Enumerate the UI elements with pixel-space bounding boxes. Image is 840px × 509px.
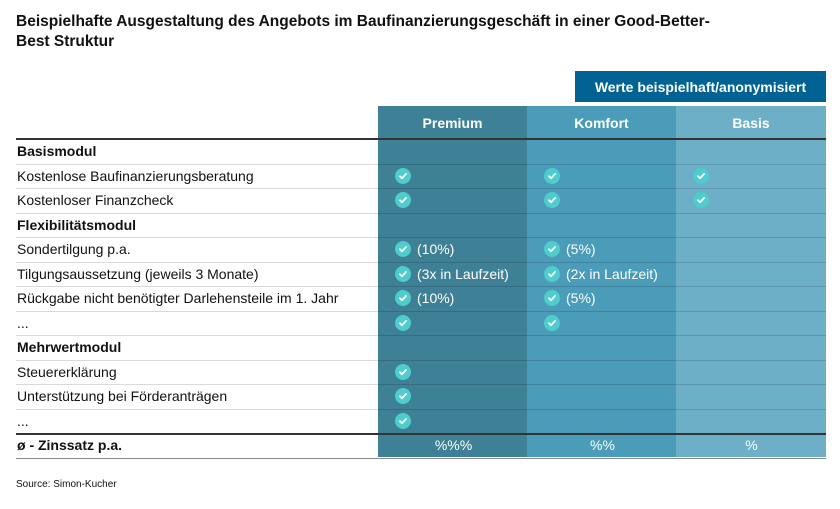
row-label: ... xyxy=(17,314,29,331)
check-icon xyxy=(693,192,709,209)
cell-komfort xyxy=(528,314,677,331)
table-row: Kostenloser Finanzcheck xyxy=(16,188,826,213)
cell-komfort: (5%) xyxy=(528,290,677,307)
cell-text: (3x in Laufzeit) xyxy=(417,265,509,282)
cell-premium xyxy=(379,314,528,331)
cell-basis: % xyxy=(677,437,826,453)
row-divider xyxy=(16,237,826,238)
cell-premium xyxy=(379,167,528,184)
row-divider xyxy=(16,359,826,361)
check-icon xyxy=(395,363,411,380)
section-row: Basismodul xyxy=(16,139,826,164)
check-icon xyxy=(693,167,709,184)
row-label: ... xyxy=(17,412,29,429)
row-divider xyxy=(16,286,826,287)
check-icon xyxy=(544,241,560,258)
row-label: Steuererklärung xyxy=(17,363,117,380)
table-row: Steuererklärung xyxy=(16,360,826,385)
section-label: ø - Zinssatz p.a. xyxy=(17,437,123,454)
check-icon xyxy=(395,388,411,405)
check-icon xyxy=(395,192,411,209)
cell-premium xyxy=(379,412,528,429)
cell-basis xyxy=(677,167,826,184)
row-divider xyxy=(16,433,826,435)
row-divider xyxy=(16,408,826,410)
section-label: Mehrwertmodul xyxy=(17,339,122,356)
check-icon xyxy=(544,265,560,282)
cell-premium xyxy=(379,192,528,209)
section-row: ø - Zinssatz p.a.%%%%%% xyxy=(16,433,826,458)
row-label: Sondertilgung p.a. xyxy=(17,241,131,258)
cell-text: (2x in Laufzeit) xyxy=(566,265,658,282)
table-row: ... xyxy=(16,409,826,434)
cell-komfort: (2x in Laufzeit) xyxy=(528,265,677,282)
cell-premium xyxy=(379,388,528,405)
row-label: Kostenloser Finanzcheck xyxy=(17,192,174,209)
column-header-basis: Basis xyxy=(732,114,770,131)
check-icon xyxy=(395,290,411,307)
check-icon xyxy=(395,265,411,282)
cell-komfort: (5%) xyxy=(528,241,677,258)
cell-text: %% xyxy=(590,437,615,454)
table-row: Sondertilgung p.a. (10%) (5%) xyxy=(16,237,826,262)
row-divider xyxy=(16,163,826,165)
cell-text: (10%) xyxy=(417,241,455,258)
row-divider xyxy=(16,457,826,459)
header-divider xyxy=(16,138,826,140)
table-row: ... xyxy=(16,311,826,336)
section-label: Flexibilitätsmodul xyxy=(17,216,137,233)
cell-basis xyxy=(677,192,826,209)
column-header-premium: Premium xyxy=(422,114,483,131)
section-row: Flexibilitätsmodul xyxy=(16,213,826,238)
row-label: Unterstützung bei Förderanträgen xyxy=(17,388,228,405)
cell-komfort xyxy=(528,192,677,209)
cell-komfort xyxy=(528,167,677,184)
cell-premium: (3x in Laufzeit) xyxy=(379,265,528,282)
cell-premium xyxy=(379,363,528,380)
cell-premium: (10%) xyxy=(379,290,528,307)
row-label: Tilgungsaussetzung (jeweils 3 Monate) xyxy=(17,265,259,282)
row-divider xyxy=(16,310,826,312)
row-label: Kostenlose Baufinanzierungsberatung xyxy=(17,167,254,184)
check-icon xyxy=(395,412,411,429)
section-row: Mehrwertmodul xyxy=(16,335,826,360)
cell-premium: %%% xyxy=(379,437,528,453)
table-row: Tilgungsaussetzung (jeweils 3 Monate) (3x… xyxy=(16,262,826,287)
cell-text: (10%) xyxy=(417,290,455,307)
cell-premium: (10%) xyxy=(379,241,528,258)
row-divider xyxy=(16,335,826,336)
row-divider xyxy=(16,212,826,214)
table-row: Unterstützung bei Förderanträgen xyxy=(16,384,826,409)
basis-column-bg xyxy=(676,106,826,457)
row-divider xyxy=(16,261,826,263)
check-icon xyxy=(544,192,560,209)
check-icon xyxy=(395,167,411,184)
values-note-badge: Werte beispielhaft/anonymisiert xyxy=(575,71,826,102)
table-row: Rückgabe nicht benötigter Darlehensteile… xyxy=(16,286,826,311)
cell-text: (5%) xyxy=(566,241,596,258)
source-note: Source: Simon-Kucher xyxy=(16,479,117,490)
check-icon xyxy=(544,290,560,307)
check-icon xyxy=(544,167,560,184)
column-header-komfort: Komfort xyxy=(574,114,629,131)
table-row: Kostenlose Baufinanzierungsberatung xyxy=(16,164,826,189)
check-icon xyxy=(544,314,560,331)
row-label: Rückgabe nicht benötigter Darlehensteile… xyxy=(17,290,339,307)
cell-komfort: %% xyxy=(528,437,677,453)
row-divider xyxy=(16,384,826,385)
section-label: Basismodul xyxy=(17,143,97,160)
cell-text: (5%) xyxy=(566,290,596,307)
cell-text: % xyxy=(745,437,758,454)
page-title: Beispielhafte Ausgestaltung des Angebots… xyxy=(16,13,710,50)
cell-text: %%% xyxy=(434,437,473,454)
check-icon xyxy=(395,241,411,258)
row-divider xyxy=(16,188,826,189)
check-icon xyxy=(395,314,411,331)
